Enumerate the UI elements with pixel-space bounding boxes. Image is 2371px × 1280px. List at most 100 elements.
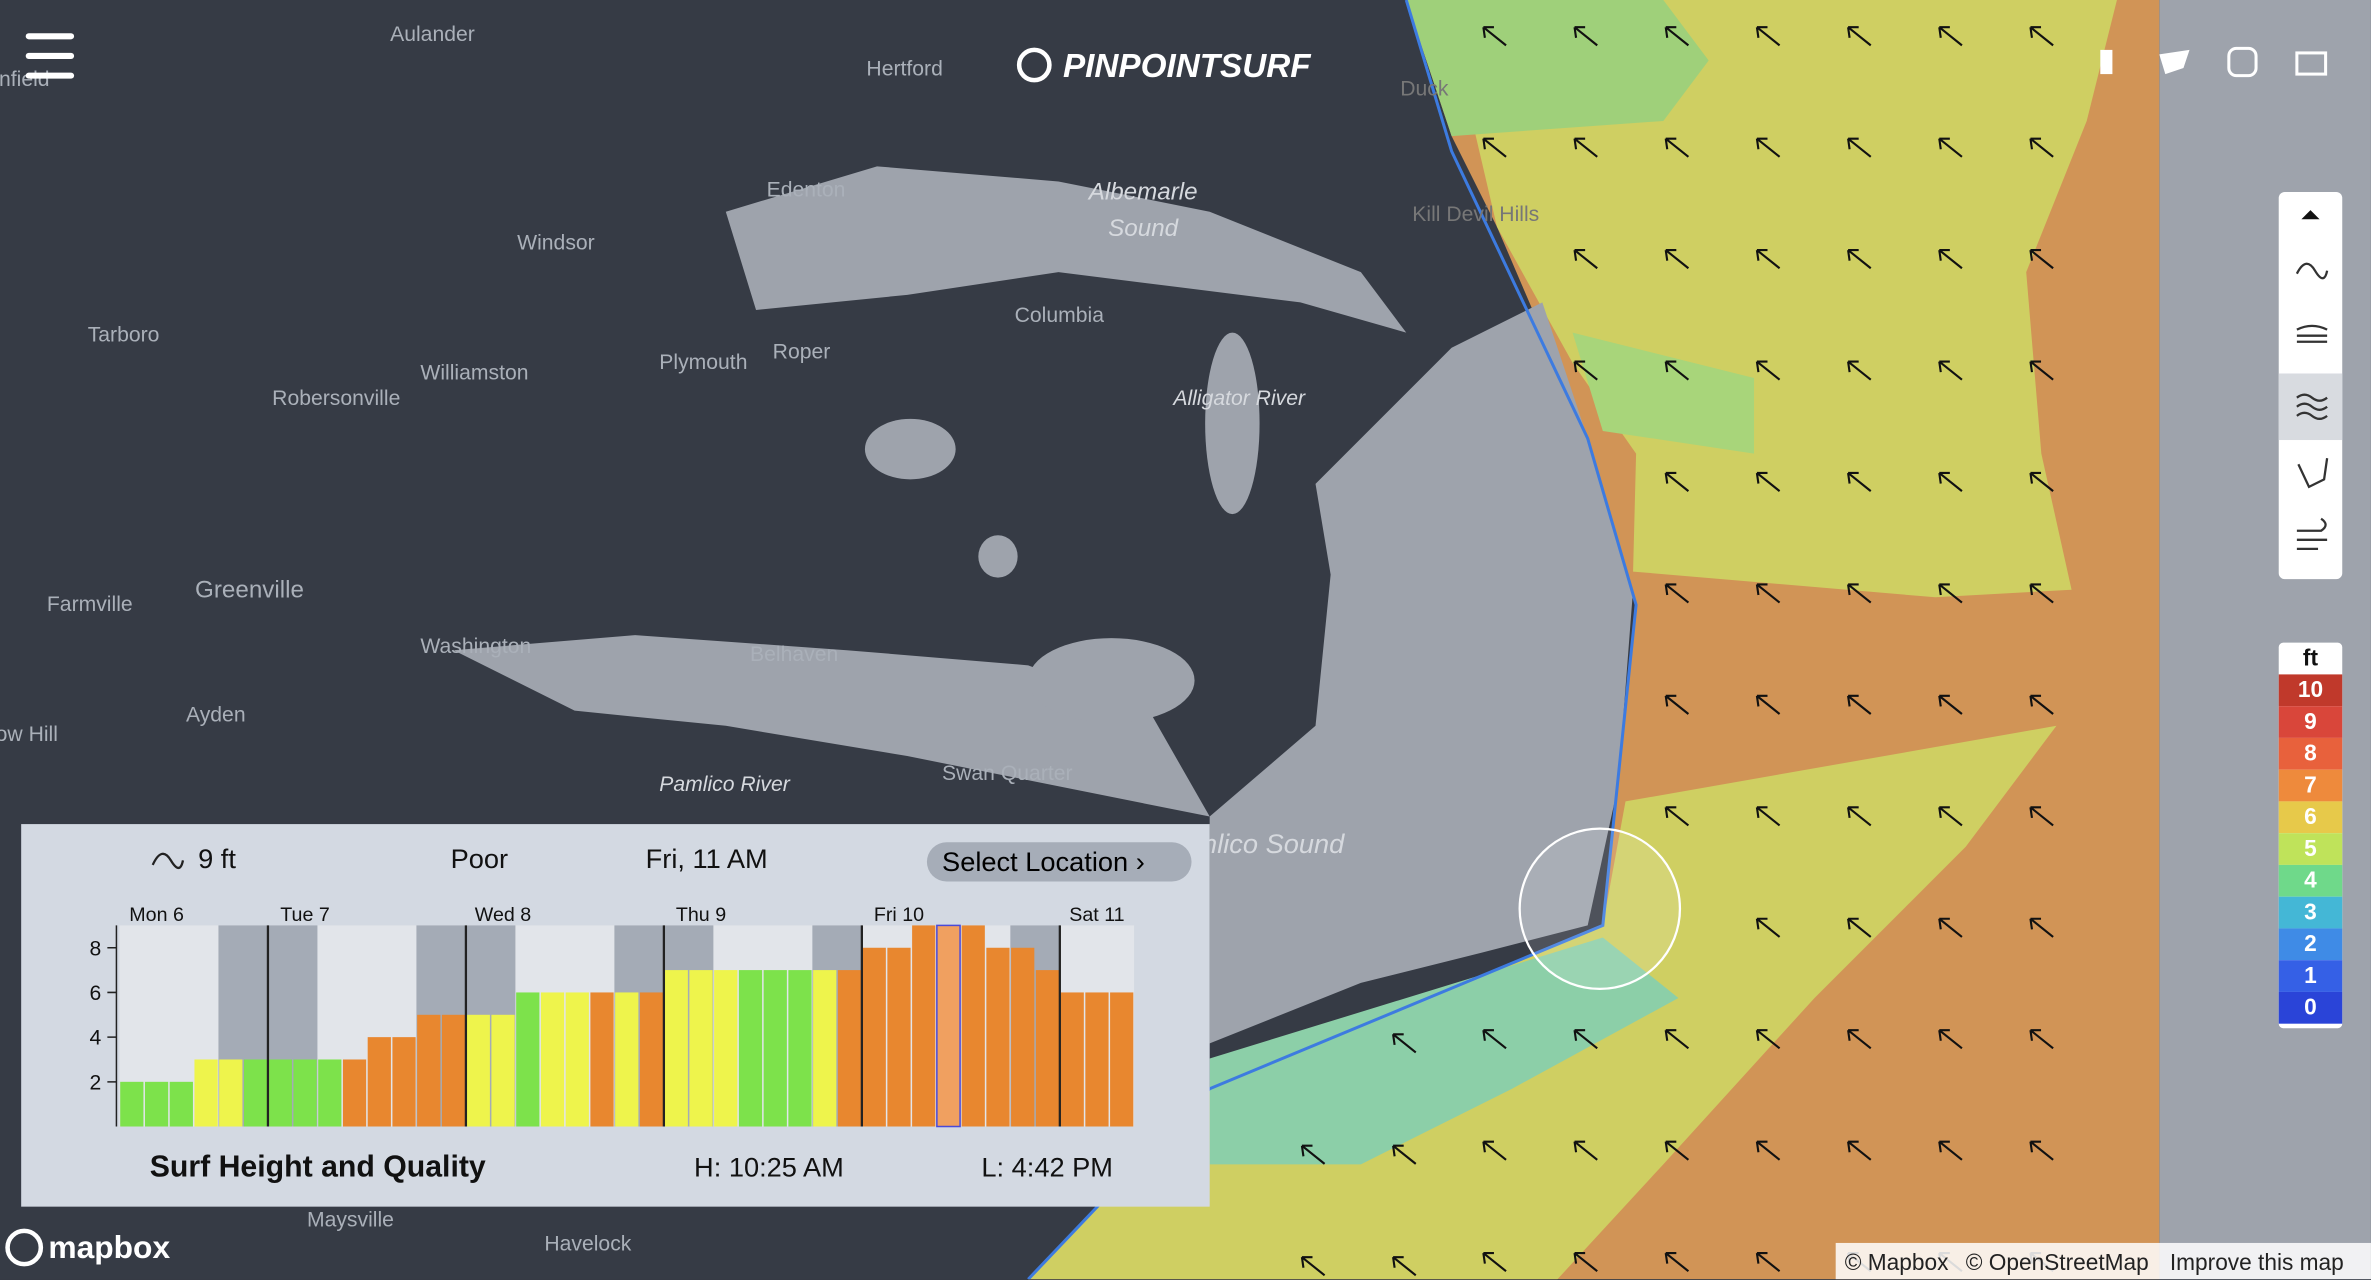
place-label: Havelock xyxy=(544,1233,631,1256)
legend-level: 6 xyxy=(2278,801,2343,834)
bar xyxy=(318,1059,342,1127)
swell-arrow xyxy=(1482,1252,1507,1273)
surf-chart: Mon 6 Tue 7 Wed 8 Thu 9 Fri 10 Sat 11 2 4 6 8 xyxy=(90,904,1135,1128)
bar xyxy=(887,947,911,1127)
legend-levels: 10 9 8 7 6 5 4 3 2 1 0 xyxy=(2278,674,2343,1024)
bar xyxy=(516,992,540,1127)
bar xyxy=(813,970,837,1127)
swell-arrow xyxy=(1847,1029,1872,1050)
day-label: Mon 6 xyxy=(129,904,184,926)
mail-icon[interactable] xyxy=(2295,51,2328,76)
collapse-button[interactable] xyxy=(2301,210,2320,220)
swell-arrow xyxy=(1847,137,1872,158)
swell-arrow xyxy=(2029,26,2054,47)
sound xyxy=(1209,302,1634,1044)
swell-arrow xyxy=(1847,249,1872,270)
day-label: Fri 10 xyxy=(874,904,924,926)
wind-layer[interactable] xyxy=(2296,517,2328,551)
swell-arrow xyxy=(1664,1029,1690,1050)
swell-arrow xyxy=(2029,360,2054,381)
surf-icon xyxy=(151,852,185,870)
bar xyxy=(936,924,961,1128)
swell-arrow xyxy=(1847,1140,1872,1161)
swell-arrow xyxy=(2029,917,2054,938)
instagram-icon[interactable] xyxy=(2227,46,2258,78)
bar xyxy=(689,970,713,1127)
twitter-icon[interactable] xyxy=(2159,49,2190,75)
bar xyxy=(219,1059,243,1127)
y-tick-label: 8 xyxy=(90,937,102,960)
bar xyxy=(763,970,787,1127)
sound xyxy=(453,635,1210,817)
swell-arrow xyxy=(1573,26,1598,47)
swell-zone xyxy=(1209,937,1679,1165)
swell-arrow xyxy=(1300,1256,1326,1277)
lake xyxy=(864,418,956,480)
legend-level: 5 xyxy=(2278,833,2343,865)
bar xyxy=(194,1059,218,1127)
sound xyxy=(725,166,1407,333)
swell-arrow xyxy=(1847,360,1872,381)
bar xyxy=(120,1081,144,1127)
swell-arrow xyxy=(1755,1140,1781,1161)
place-label: Aulander xyxy=(390,23,475,46)
mapbox-logo[interactable]: mapbox xyxy=(48,1229,170,1265)
bar xyxy=(268,1059,292,1127)
bar xyxy=(367,1037,391,1127)
bar xyxy=(342,1059,367,1127)
swell-arrow xyxy=(1664,1252,1690,1273)
swell-arrow xyxy=(1755,471,1781,492)
swell-arrow xyxy=(1755,1029,1781,1050)
swell-arrow xyxy=(1755,249,1781,270)
mapbox-icon xyxy=(5,1228,44,1267)
swell-zone xyxy=(1572,332,1755,454)
place-label: Columbia xyxy=(1015,304,1105,327)
legend-level: 0 xyxy=(2278,991,2343,1024)
day-label: Sat 11 xyxy=(1069,904,1124,926)
swell-arrow xyxy=(1938,917,1963,938)
place-label: Ayden xyxy=(186,703,246,726)
swell-arrow xyxy=(1573,137,1598,158)
logo[interactable]: PINPOINTSURF xyxy=(1063,48,1312,85)
attribution[interactable]: © Mapbox xyxy=(1845,1249,1949,1275)
attribution[interactable]: © OpenStreetMap xyxy=(1966,1249,2149,1275)
button-label[interactable]: Select Location xyxy=(942,846,1129,878)
swell-arrow xyxy=(1938,26,1963,47)
swell-arrow xyxy=(1938,806,1963,827)
attribution[interactable]: Improve this map xyxy=(2170,1249,2344,1275)
swell-arrow xyxy=(2029,249,2054,270)
selected-spot[interactable] xyxy=(1518,827,1682,991)
facebook-icon[interactable] xyxy=(2100,49,2113,75)
bar xyxy=(392,1037,416,1127)
swell-arrow xyxy=(2029,806,2054,827)
bar xyxy=(1085,992,1109,1127)
place-label: Williamston xyxy=(420,362,528,385)
surf-layer[interactable] xyxy=(2295,262,2329,280)
swell-arrow xyxy=(1664,26,1690,47)
select-location-button[interactable]: Select Location › xyxy=(926,842,1192,882)
river xyxy=(1205,332,1260,515)
place-label: Snow Hill xyxy=(0,723,58,746)
legend-level: 7 xyxy=(2278,769,2343,802)
wave-layer[interactable] xyxy=(2296,393,2328,420)
swell-arrow xyxy=(1664,806,1690,827)
bar xyxy=(615,992,639,1127)
quality-layer[interactable] xyxy=(2297,458,2329,489)
bar xyxy=(1011,947,1035,1127)
swell-arrow xyxy=(1938,249,1963,270)
bar xyxy=(1035,970,1060,1127)
swell-arrow xyxy=(1755,917,1781,938)
swell-arrow xyxy=(1847,806,1872,827)
bar xyxy=(441,1014,466,1127)
bar xyxy=(961,925,985,1127)
bar xyxy=(144,1081,169,1127)
chart-title: Surf Height and Quality xyxy=(149,1150,486,1184)
bar xyxy=(565,992,589,1127)
swell-layer[interactable] xyxy=(2296,324,2328,343)
bar xyxy=(738,970,763,1127)
menu-button[interactable] xyxy=(25,33,75,79)
bar xyxy=(293,1059,317,1127)
bar xyxy=(837,970,862,1127)
coastline xyxy=(1027,0,1638,1280)
